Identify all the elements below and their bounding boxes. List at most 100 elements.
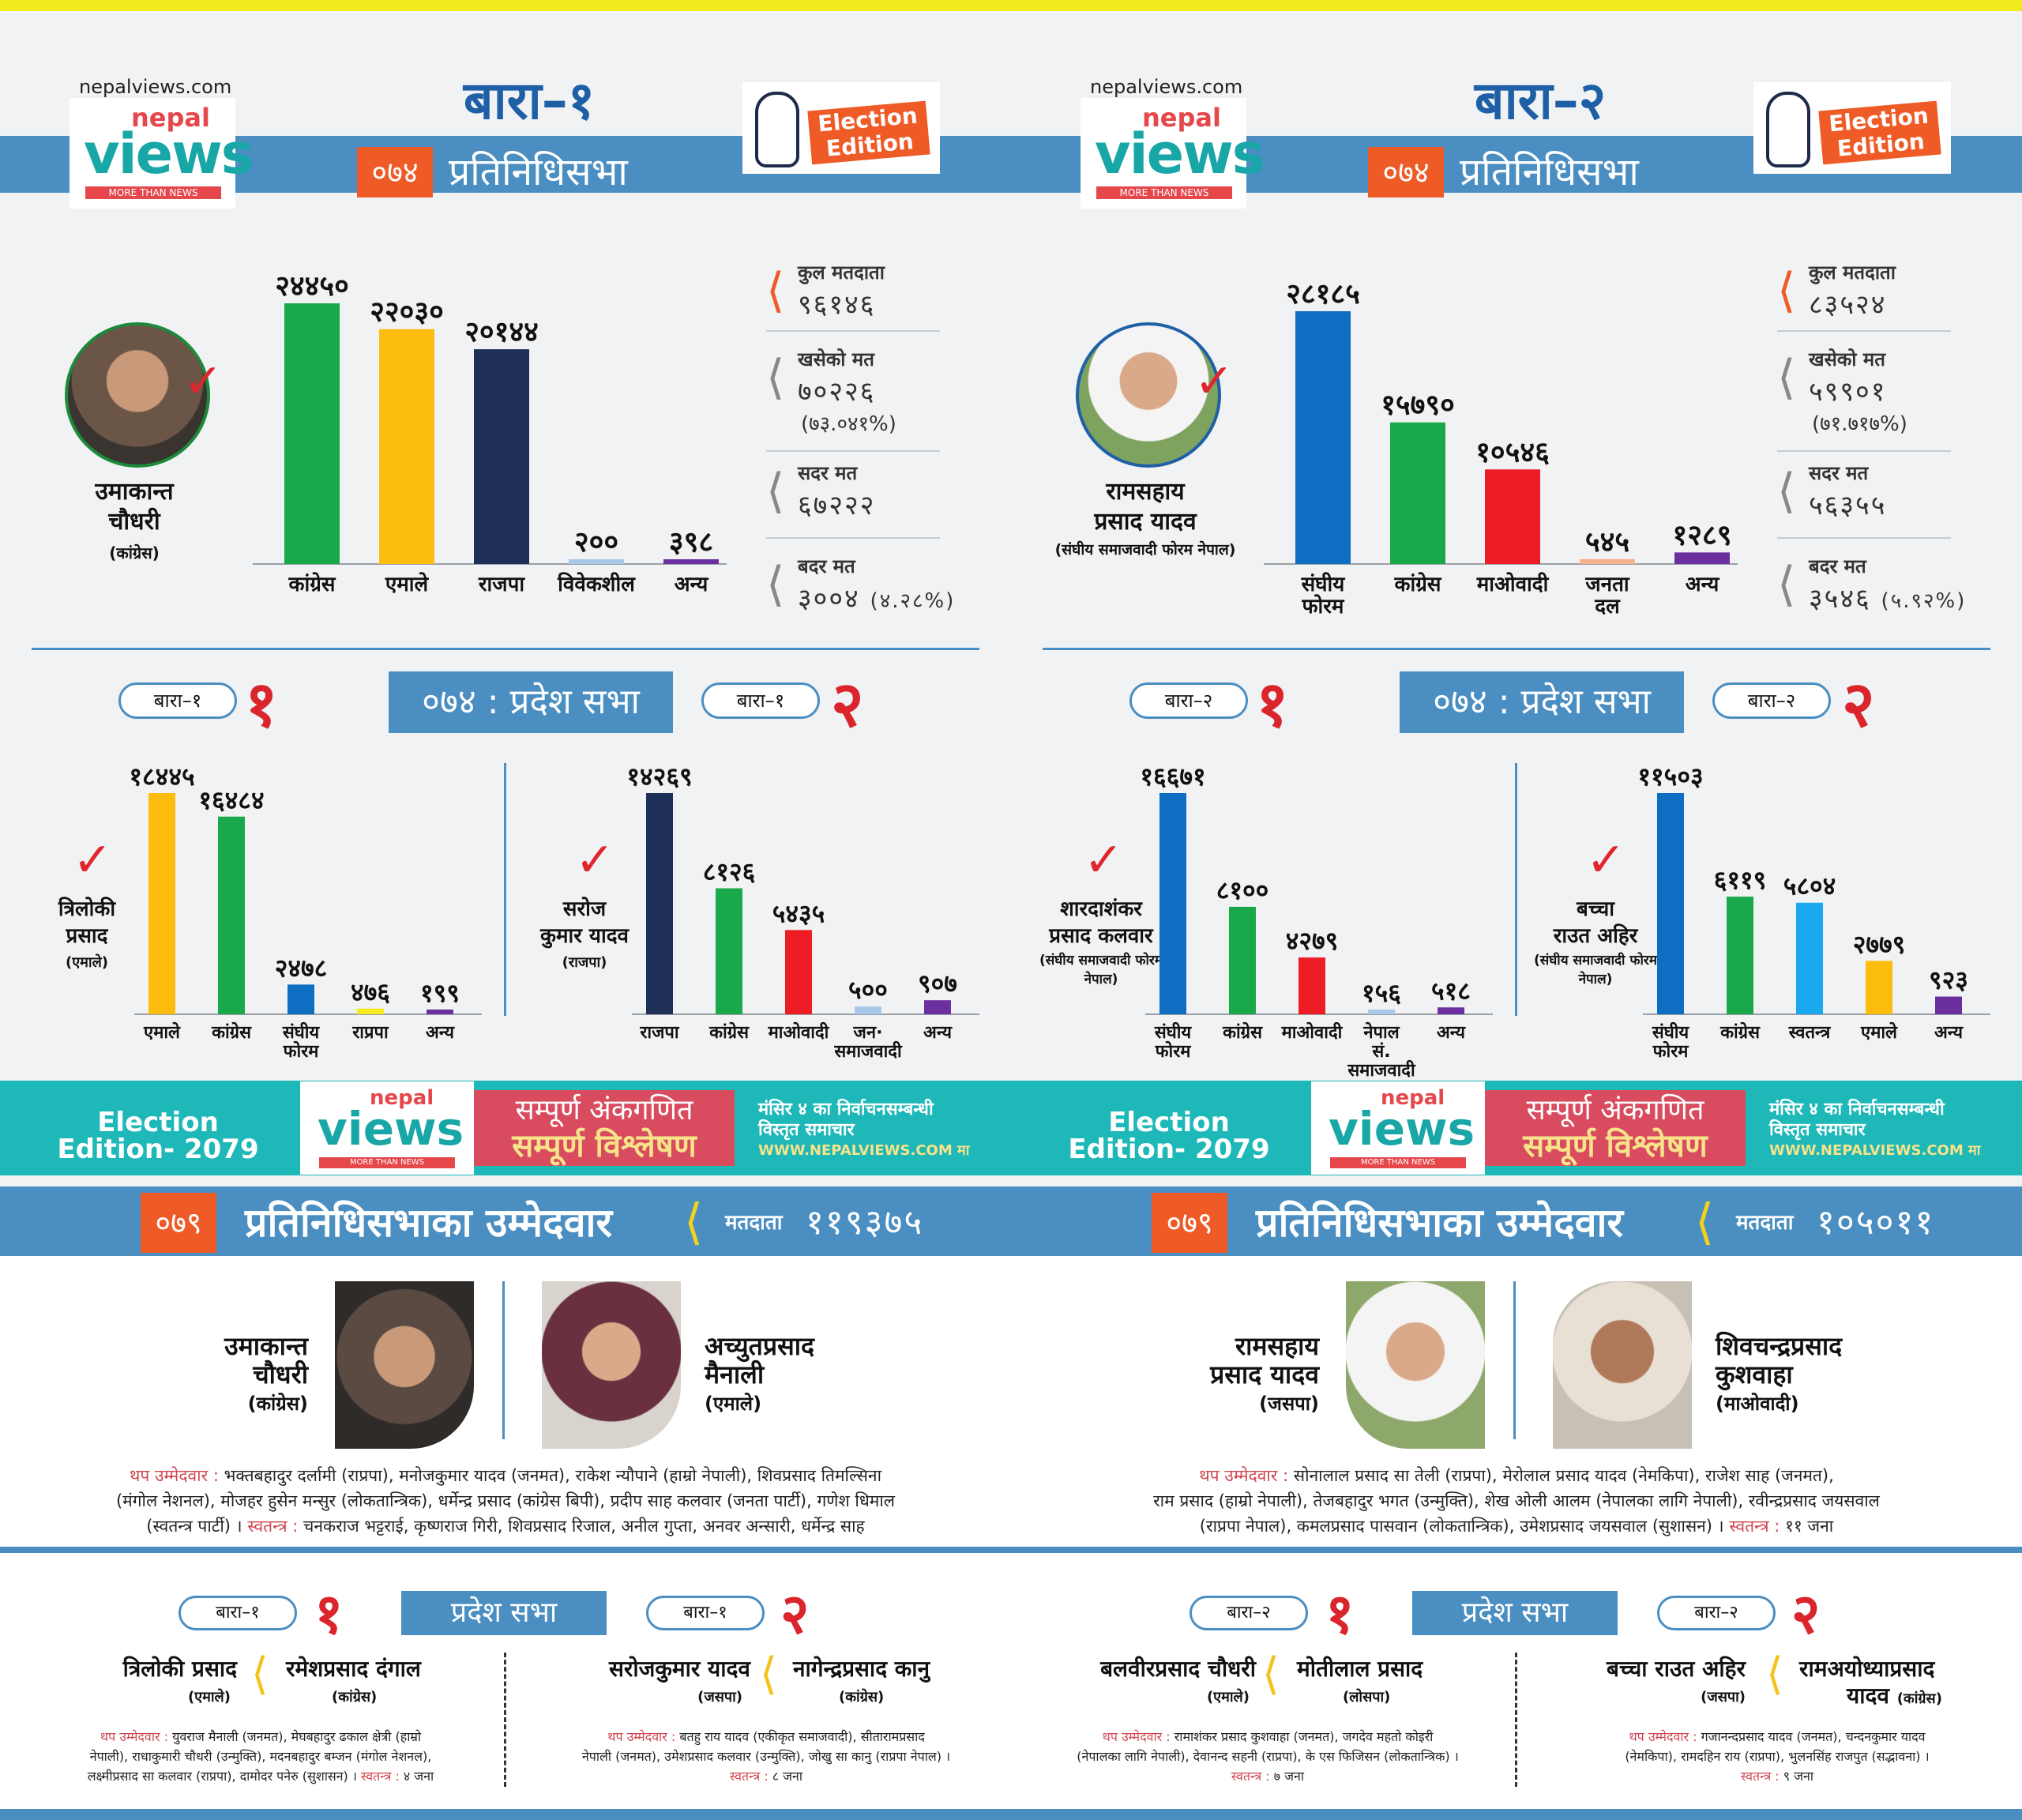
- prov-divider: [1515, 763, 1517, 1016]
- bar-5: [427, 1010, 453, 1014]
- category-label-3: माओवादी: [1281, 1021, 1344, 1043]
- value-label-1: २४४५०: [275, 270, 349, 303]
- promo-red-box: सम्पूर्ण अंकगणित सम्पूर्ण विश्लेषण: [1485, 1090, 1746, 1166]
- bar-4: [855, 1006, 881, 1014]
- bracket-icon: ⟨: [1766, 1649, 1783, 1700]
- promo-news-web[interactable]: WWW.NEPALVIEWS.COM मा: [758, 1142, 970, 1159]
- value-label-3: २०१४४: [464, 316, 539, 348]
- stat-total-value: ९६१४६: [798, 289, 876, 321]
- logo-views: views: [1329, 1102, 1475, 1156]
- value-label-3: ४२७९: [1286, 926, 1339, 956]
- p1-number: १: [1325, 1581, 1355, 1646]
- stat-total: ⟨ कुल मतदाता ९६१४६: [758, 259, 932, 322]
- independents-count: ७ जना: [1273, 1769, 1305, 1784]
- p1-pill: बारा–१: [179, 1596, 297, 1630]
- bar-1: [1159, 793, 1186, 1014]
- bar-4: [1866, 961, 1892, 1014]
- prov1-number: १: [1256, 667, 1289, 741]
- value-label-5: ३९८: [669, 526, 713, 558]
- constituency-title: बारा–१: [463, 70, 596, 131]
- value-label-1: २८१८५: [1286, 278, 1360, 310]
- prov1-winner-line2: प्रसाद कलवार: [1049, 924, 1153, 948]
- stat-invalid-value: ३००४: [798, 583, 860, 615]
- candidate1-party: (जसपा): [1259, 1393, 1319, 1415]
- prov2-winner-party: (संघीय समाजवादी फोरम नेपाल): [1534, 953, 1657, 987]
- bar-3: [1796, 902, 1823, 1014]
- candidate1-name: उमाकान्त चौधरी: [158, 1332, 308, 1389]
- prov-dashed-divider: [1515, 1653, 1517, 1787]
- logo-views: views: [1095, 122, 1265, 186]
- value-label-3: १०५४६: [1475, 436, 1550, 468]
- value-label-4: २००: [574, 526, 618, 558]
- others-line1: सोनालाल प्रसाद सा तेली (राप्रपा), मेरोला…: [1293, 1466, 1834, 1485]
- logo-tagline: MORE THAN NEWS: [1096, 186, 1232, 199]
- pradesh-sabha-title: ०७४ : प्रदेश सभा: [1400, 671, 1684, 733]
- other-candidates: थप उम्मेदवार : सोनालाल प्रसाद सा तेली (र…: [1027, 1463, 2006, 1539]
- category-label-3: माओवादी: [1476, 572, 1550, 596]
- winner-party: (कांग्रेस): [109, 543, 160, 562]
- category-label-2: कांग्रेस: [211, 1021, 252, 1043]
- pradesh-sabha-label: प्रदेश सभा: [1412, 1591, 1618, 1635]
- voters-value: ११९३७५: [806, 1202, 924, 1243]
- prov2-winner-line2: कुमार यादव: [539, 924, 629, 948]
- voters-value: १०५०११: [1817, 1202, 1935, 1243]
- p2-cand1-party: (जसपा): [697, 1689, 742, 1705]
- bar-5: [924, 1000, 951, 1014]
- category-label-2: कांग्रेस: [1394, 572, 1442, 596]
- others-line1: रामाशंकर प्रसाद कुशवाहा (जनमत), जगदेव मह…: [1174, 1729, 1434, 1744]
- winner-name-line1: उमाकान्त: [95, 478, 174, 506]
- others-key: थप उम्मेदवार :: [1629, 1729, 1697, 1744]
- bracket-icon: ⟨: [251, 1649, 269, 1700]
- candidates-title: प्रतिनिधिसभाका उम्मेदवार: [245, 1200, 612, 1246]
- category-label-4: समाजवादी: [1347, 1059, 1416, 1081]
- value-label-5: १२८९: [1673, 519, 1732, 551]
- pradesh-sabha-label: प्रदेश सभा: [401, 1591, 607, 1635]
- year-badge: ०७९: [1152, 1193, 1227, 1253]
- check-icon: ✓: [1084, 833, 1124, 888]
- stat-total-value: ८३५२४: [1809, 289, 1887, 321]
- category-label-5: अन्य: [1437, 1023, 1466, 1043]
- candidate2-party: (माओवादी): [1716, 1393, 1799, 1415]
- bar-3: [785, 930, 812, 1014]
- category-label-3: स्वतन्त्र: [1788, 1023, 1831, 1043]
- prov1-number: १: [245, 667, 278, 741]
- prov2-winner-line1: बच्चा: [1577, 897, 1614, 921]
- value-label-5: ९२३: [1929, 965, 1968, 995]
- bar-2: [379, 329, 434, 564]
- value-label-1: ११५०३: [1637, 761, 1703, 792]
- winner-name: रामसहाय प्रसाद यादव: [1050, 477, 1240, 537]
- value-label-2: १५७९०: [1381, 389, 1455, 422]
- winner-name: उमाकान्त चौधरी: [47, 477, 221, 537]
- candidate-header-band: [0, 1186, 2022, 1256]
- category-label-1: संघीय: [1154, 1021, 1193, 1043]
- promo-news-web[interactable]: WWW.NEPALVIEWS.COM मा: [1769, 1142, 1981, 1159]
- prov1-winner: त्रिलोकी प्रसाद: [16, 896, 158, 949]
- house-label: प्रतिनिधिसभा: [449, 150, 628, 194]
- p2-others: थप उम्मेदवार : गजानन्दप्रसाद यादव (जनमत)…: [1548, 1727, 2006, 1786]
- check-icon: ✓: [183, 354, 224, 409]
- p2-pill: बारा–१: [646, 1596, 765, 1630]
- independents-count: ४ जना: [403, 1769, 434, 1784]
- category-label-5: अन्य: [426, 1023, 455, 1043]
- election-edition-badge: Election Edition: [1753, 82, 1951, 174]
- section-separator: [0, 1547, 2022, 1553]
- others-line2: (नेपालका लागि नेपाली), देवानन्द सहनी (रा…: [1077, 1749, 1459, 1764]
- logo-tagline: MORE THAN NEWS: [319, 1157, 455, 1168]
- category-label-4: समाजवादी: [833, 1040, 903, 1062]
- others-key: थप उम्मेदवार :: [1199, 1466, 1289, 1485]
- category-label-2: कांग्रेस: [1719, 1021, 1761, 1043]
- bar-4: [1368, 1010, 1395, 1014]
- year-badge: ०७४: [357, 147, 433, 197]
- election-edition-tag: Election Edition: [807, 100, 930, 165]
- prov2-number: २: [1842, 667, 1875, 741]
- bar-2: [218, 816, 245, 1014]
- candidate1-name: रामसहाय प्रसाद यादव: [1137, 1332, 1319, 1389]
- category-label-4: सं.: [1371, 1042, 1390, 1062]
- bar-2: [1390, 422, 1445, 564]
- stat-total-label: कुल मतदाता: [798, 261, 885, 284]
- stat-cast-value: ७०२२६: [798, 376, 876, 408]
- value-label-2: १६४८४: [198, 785, 264, 815]
- category-label-5: अन्य: [1686, 573, 1720, 596]
- promo-logo: nepal views MORE THAN NEWS: [300, 1081, 474, 1175]
- promo-red-line2: सम्पूर्ण विश्लेषण: [512, 1128, 697, 1164]
